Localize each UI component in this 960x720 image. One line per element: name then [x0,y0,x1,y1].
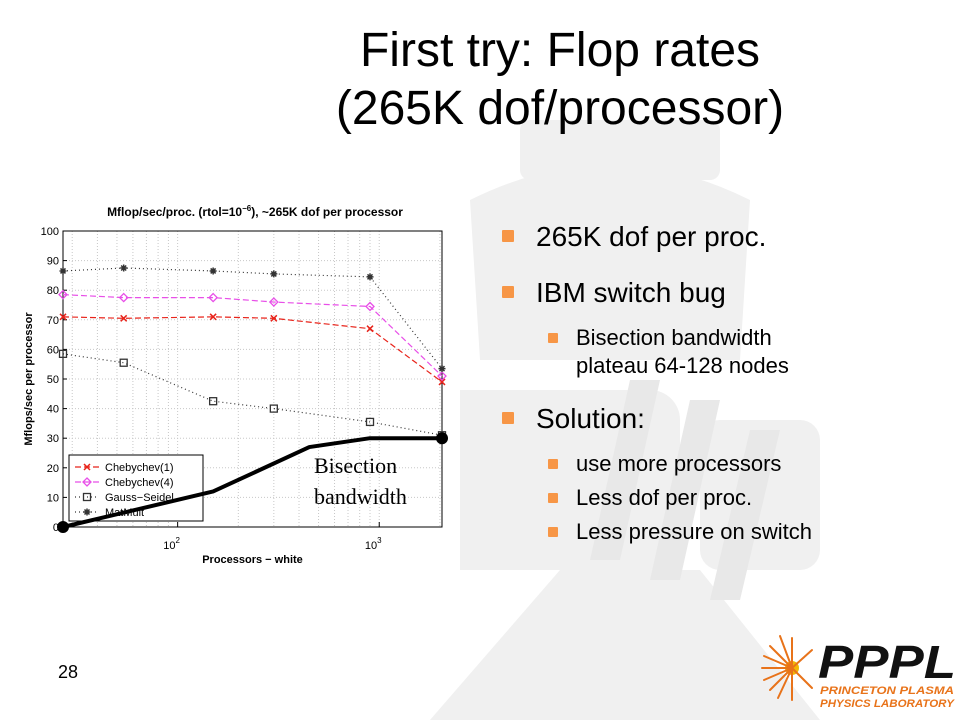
legend-label: Gauss−Seidel [105,492,174,504]
series-matmult [59,264,446,373]
bullet-square-icon [502,412,514,424]
annotation-label-line-1: Bisection [314,453,397,478]
x-tick-label: 103 [365,536,382,552]
data-point-marker [270,314,278,322]
data-point-marker [59,267,67,275]
bullet-square-icon [548,459,558,469]
data-point-marker [438,365,446,373]
bandwidth-line [61,436,444,529]
series-layer [58,264,447,440]
slide-title-line-1: First try: Flop rates [359,24,761,77]
sub-bullet-item: Less dof per proc. [496,484,936,512]
sub-bullet-item: use more processors [496,450,936,478]
data-point-marker [59,313,67,321]
sub-bullet-text-line-1: Bisection bandwidth [576,325,772,350]
data-point-marker [365,417,375,427]
logo-main-text: PPPL [818,636,956,688]
sub-bullet-text: use more processors [576,451,782,476]
data-point-marker [83,463,91,471]
logo-sub-line-2: PHYSICS LABORATORY [820,698,956,710]
data-point-marker [269,404,278,413]
sub-bullet-item: Bisection bandwidth plateau 64-128 nodes [496,324,936,380]
y-tick-label: 20 [47,463,59,475]
bullet-list: 265K dof per proc. IBM switch bug Bisect… [496,220,936,560]
bullet-square-icon [548,527,558,537]
data-point-marker [209,267,217,275]
chart-title-exponent: −6 [242,204,252,213]
sub-bullet-text: Less pressure on switch [576,519,812,544]
bullet-item: IBM switch bug [496,276,936,310]
y-tick-label: 0 [53,522,59,534]
x-axis-label: Processors − white [202,554,303,566]
data-point-marker [437,371,447,381]
series-line [62,267,443,370]
data-point-marker [268,297,279,307]
x-axis-ticks: 102 103 [163,522,382,552]
bullet-square-icon [548,493,558,503]
data-point-marker [209,313,217,321]
y-tick-label: 70 [47,315,59,327]
data-point-marker [58,289,68,300]
bullet-item: Solution: [496,402,936,436]
data-point-marker [120,314,128,322]
sub-bullet-item: Less pressure on switch [496,518,936,546]
y-tick-label: 60 [47,344,59,356]
bullet-square-icon [502,286,514,298]
bisection-bandwidth-annotation [57,432,448,533]
y-tick-label: 30 [47,433,59,445]
y-tick-label: 90 [47,256,59,268]
data-point-marker [120,264,128,272]
chart-title-prefix: Mflop/sec/proc. (rtol=10 [107,205,242,219]
chart-title: Mflop/sec/proc. (rtol=10−6), ~265K dof p… [107,204,403,219]
bullet-text: Solution: [536,403,645,434]
data-point-marker [366,325,374,333]
data-point-marker [119,358,128,367]
starburst-icon [761,635,813,701]
pppl-logo: PPPL PRINCETON PLASMA PHYSICS LABORATORY [761,635,956,710]
data-point-marker [365,301,375,312]
data-point-marker [118,292,129,303]
bandwidth-end-dot [436,432,448,445]
data-point-marker [208,397,218,406]
x-tick-label: 102 [163,536,180,552]
sub-bullet-text: Less dof per proc. [576,485,753,510]
bandwidth-start-dot [57,521,69,533]
data-point-marker [208,292,219,303]
data-point-marker [270,270,278,278]
series-chebychev-1- [59,313,446,386]
series-chebychev-4- [58,289,447,381]
y-tick-label: 50 [47,374,59,386]
page-number: 28 [58,662,79,682]
bullet-item: 265K dof per proc. [496,220,936,254]
chart-title-suffix: ), ~265K dof per processor [251,205,403,219]
legend-label: Chebychev(1) [105,462,173,474]
bullet-text: IBM switch bug [536,277,726,308]
y-tick-label: 40 [47,404,59,416]
slide-title: First try: Flop rates (265K dof/processo… [200,22,920,138]
data-point-marker [83,508,91,516]
y-tick-label: 80 [47,285,59,297]
data-point-marker [58,349,68,358]
y-tick-label: 10 [47,492,59,504]
data-point-marker [82,492,92,502]
series-line [62,316,443,383]
bullet-square-icon [502,230,514,242]
y-axis-ticks: 0 10 20 30 40 50 60 70 80 90 100 [41,226,67,534]
bullet-square-icon [548,333,558,343]
y-tick-label: 100 [41,226,59,238]
slide-title-line-2: (265K dof/processor) [335,82,785,135]
bullet-text: 265K dof per proc. [536,221,767,252]
data-point-marker [82,477,92,487]
sub-bullet-text-line-2: plateau 64-128 nodes [576,353,789,378]
y-axis-label: Mflops/sec per processor [23,312,35,446]
data-point-marker [438,378,446,386]
annotation-label-line-2: bandwidth [314,484,407,509]
logo-sub-line-1: PRINCETON PLASMA [820,685,954,697]
data-point-marker [366,273,374,281]
flop-rate-chart: Mflop/sec/proc. (rtol=10−6), ~265K dof p… [0,190,460,580]
legend-label: Chebychev(4) [105,477,173,489]
series-line [62,294,443,377]
